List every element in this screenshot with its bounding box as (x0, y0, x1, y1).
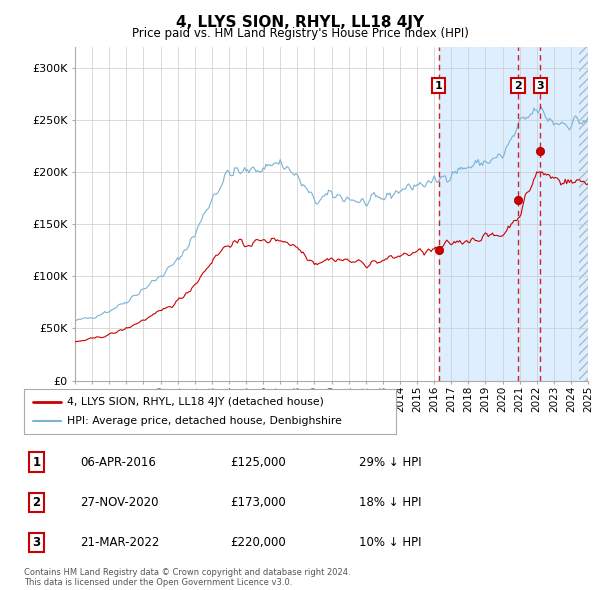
Text: 27-NOV-2020: 27-NOV-2020 (80, 496, 158, 509)
Bar (580, 47, 588, 381)
Text: 3: 3 (32, 536, 40, 549)
Text: 2: 2 (514, 81, 522, 90)
Text: 06-APR-2016: 06-APR-2016 (80, 455, 155, 469)
Text: 3: 3 (536, 81, 544, 90)
Text: 1: 1 (435, 81, 443, 90)
Text: £220,000: £220,000 (230, 536, 286, 549)
Text: 4, LLYS SION, RHYL, LL18 4JY (detached house): 4, LLYS SION, RHYL, LL18 4JY (detached h… (67, 397, 323, 407)
Text: Contains HM Land Registry data © Crown copyright and database right 2024.
This d: Contains HM Land Registry data © Crown c… (24, 568, 350, 587)
Bar (580, 47, 588, 381)
Text: 10% ↓ HPI: 10% ↓ HPI (359, 536, 421, 549)
Bar (439, 47, 588, 381)
Text: 21-MAR-2022: 21-MAR-2022 (80, 536, 159, 549)
Text: 2: 2 (32, 496, 40, 509)
Text: £125,000: £125,000 (230, 455, 286, 469)
Text: £173,000: £173,000 (230, 496, 286, 509)
Text: 29% ↓ HPI: 29% ↓ HPI (359, 455, 421, 469)
Text: HPI: Average price, detached house, Denbighshire: HPI: Average price, detached house, Denb… (67, 417, 341, 426)
Text: Price paid vs. HM Land Registry's House Price Index (HPI): Price paid vs. HM Land Registry's House … (131, 27, 469, 40)
Text: 4, LLYS SION, RHYL, LL18 4JY: 4, LLYS SION, RHYL, LL18 4JY (176, 15, 424, 30)
Text: 1: 1 (32, 455, 40, 469)
Text: 18% ↓ HPI: 18% ↓ HPI (359, 496, 421, 509)
